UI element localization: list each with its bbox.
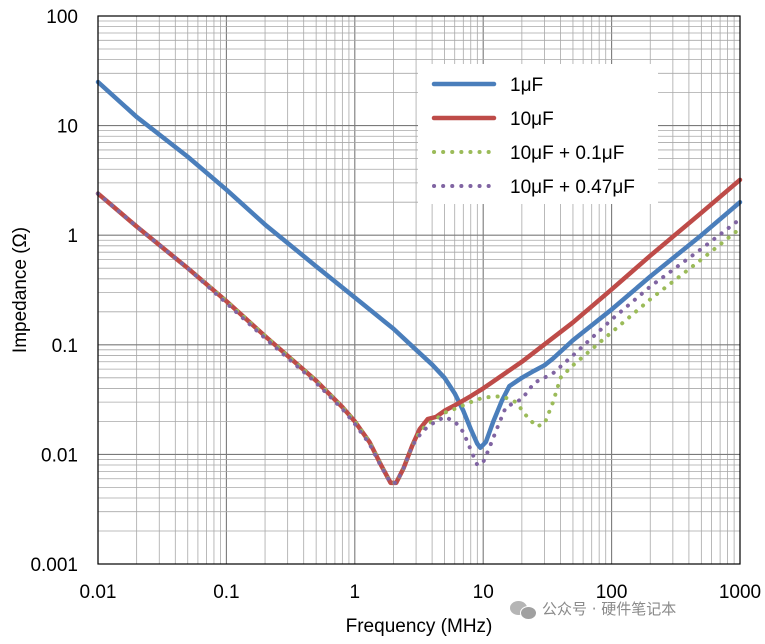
y-tick-label: 0.001 xyxy=(30,555,78,576)
legend-background xyxy=(418,64,658,204)
x-tick-label: 1000 xyxy=(719,582,761,603)
series-line-4 xyxy=(96,191,742,485)
legend-label-4: 10μF + 0.47μF xyxy=(510,177,635,198)
legend: 1μF 10μF 10μF + 0.1μF 10μF + 0.47μF xyxy=(418,64,658,204)
y-tick-label: 100 xyxy=(46,7,78,28)
y-tick-label: 0.01 xyxy=(41,445,78,466)
legend-label-1: 1μF xyxy=(510,75,543,96)
y-tick-label: 1 xyxy=(67,226,78,247)
y-axis-title: Impedance (Ω) xyxy=(10,227,31,353)
wechat-icon xyxy=(510,599,537,620)
x-tick-label: 0.1 xyxy=(213,582,239,603)
legend-label-2: 10μF xyxy=(510,109,554,130)
y-tick-label: 10 xyxy=(57,117,78,138)
y-tick-label: 0.1 xyxy=(52,336,78,357)
legend-label-3: 10μF + 0.1μF xyxy=(510,143,624,164)
series-line-3 xyxy=(96,191,742,485)
watermark: 公众号 · 硬件笔记本 xyxy=(510,598,677,620)
series-line-1 xyxy=(95,79,743,450)
x-axis-title: Frequency (MHz) xyxy=(346,616,493,637)
x-tick-label: 100 xyxy=(596,582,628,603)
x-tick-label: 0.01 xyxy=(80,582,117,603)
watermark-text: 公众号 · 硬件笔记本 xyxy=(542,600,677,618)
x-tick-label: 10 xyxy=(473,582,494,603)
series-lines xyxy=(95,79,743,486)
x-tick-label: 1 xyxy=(350,582,361,603)
series-line-2 xyxy=(95,177,743,486)
plot-frame xyxy=(97,15,741,565)
